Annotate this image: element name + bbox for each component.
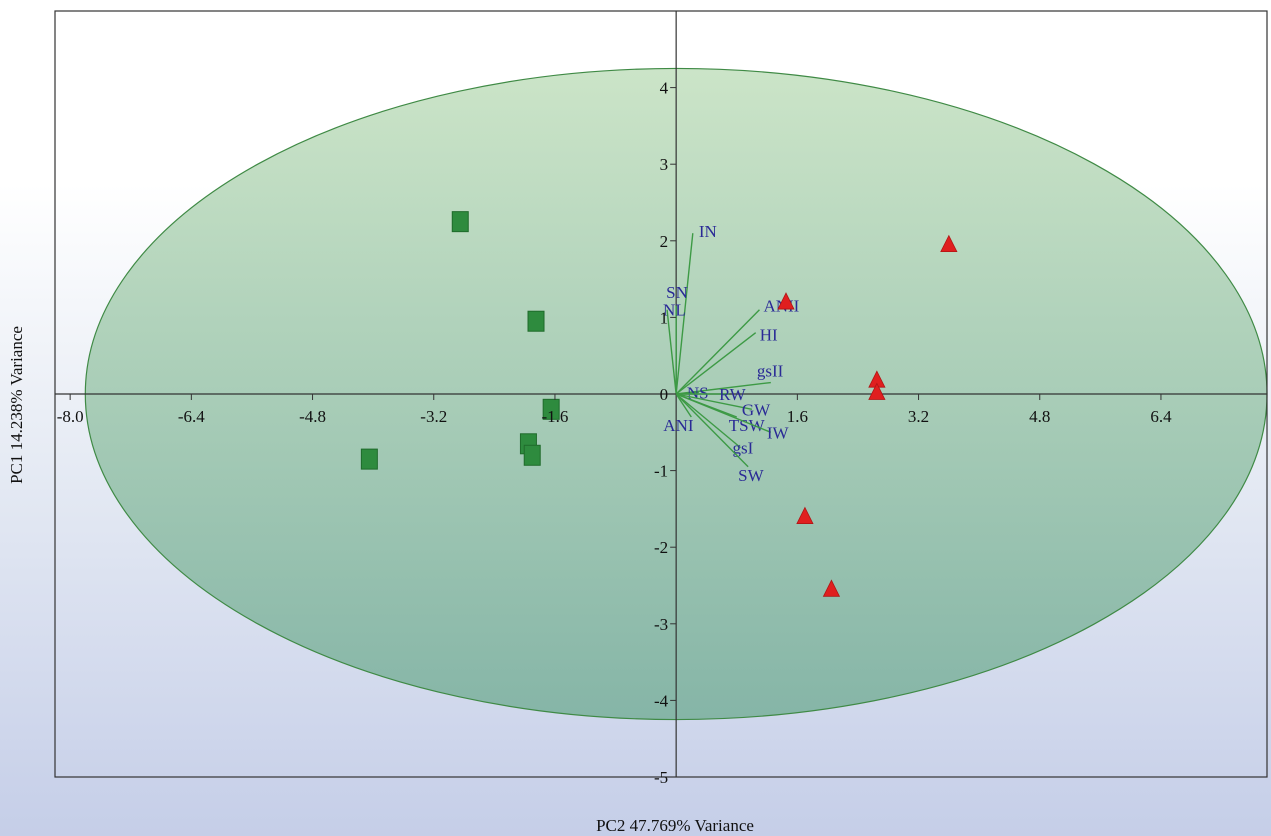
y-tick-label: -5 [654,768,668,787]
loading-vector [675,332,757,395]
x-tick-label: 6.4 [1150,407,1172,426]
y-axis-title: PC1 14.238% Variance [7,326,26,484]
loading-vector [675,309,760,395]
square-marker [527,310,545,332]
loading-vector [675,233,694,395]
square-marker [542,398,560,420]
x-axis-title: PC2 47.769% Variance [596,816,754,835]
loading-label: IN [699,222,717,241]
y-tick-label: 2 [660,232,669,251]
y-tick-label: -1 [654,462,668,481]
square-marker [523,444,541,466]
square-marker [360,448,378,470]
x-tick-label: 1.6 [787,407,808,426]
loading-vector [676,393,753,411]
loading-label: GW [742,400,771,419]
loading-label: SW [738,466,764,485]
y-tick-label: 4 [660,79,669,98]
triangle-marker [822,579,841,597]
loading-vector [666,309,677,395]
loading-vector [675,393,749,468]
loading-label: gsII [757,362,784,381]
x-tick-label: -8.0 [57,407,84,426]
x-tick-label: -1.6 [541,407,568,426]
triangle-marker [796,506,814,524]
loading-label: TSW [729,416,766,435]
y-tick-label: 3 [660,155,669,174]
triangle-marker [868,382,886,400]
y-tick-label: -3 [654,615,668,634]
triangle-marker [777,292,795,310]
x-tick-label: -6.4 [178,407,205,426]
loading-label: IW [767,423,790,442]
triangle-marker [940,234,958,253]
y-tick-label: 0 [660,385,669,404]
loading-vector [675,393,772,433]
x-tick-label: 4.8 [1029,407,1050,426]
loading-label: HI [760,326,778,345]
x-tick-label: -3.2 [420,407,447,426]
x-tick-label: -4.8 [299,407,326,426]
loading-vector [675,393,741,449]
y-tick-label: -2 [654,538,668,557]
loading-label: NL [663,301,686,320]
loading-label: gsI [733,439,754,458]
y-tick-label: 1 [660,308,669,327]
y-tick-label: -4 [654,691,669,710]
loading-label: SN [666,283,688,302]
loading-vector [676,381,771,395]
square-marker [451,211,469,233]
loading-label: RW [719,385,746,404]
loading-label: ANI [663,416,694,435]
loading-vector [675,393,692,418]
x-tick-label: 3.2 [908,407,929,426]
